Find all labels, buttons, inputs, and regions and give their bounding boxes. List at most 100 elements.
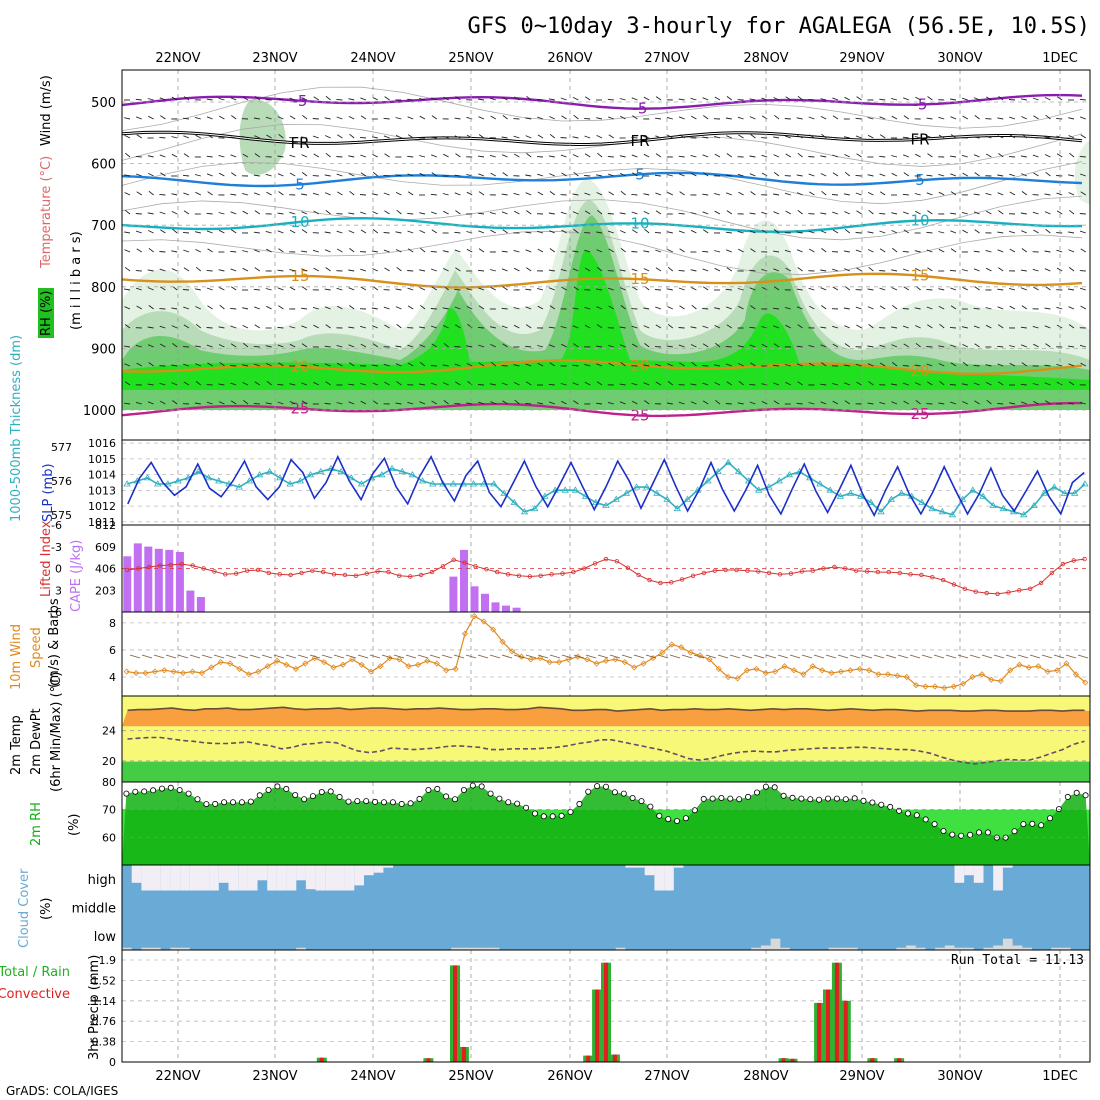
thickness-marker — [306, 471, 315, 478]
rh2m-point — [842, 796, 849, 803]
wind-speed-point — [461, 630, 469, 637]
wind-barb — [277, 287, 284, 291]
wind-barb — [324, 306, 331, 310]
rh2m-point — [860, 797, 867, 804]
wind-barb — [183, 381, 190, 386]
wind-barb — [584, 267, 591, 272]
wind-barb-10m — [585, 654, 597, 659]
pressure-tick: 500 — [91, 96, 116, 111]
thickness-marker — [632, 483, 641, 490]
wind-barb — [301, 172, 308, 177]
rh2m-point — [212, 800, 219, 807]
wind-barb — [974, 115, 980, 120]
wind-barb — [301, 343, 308, 348]
slp-tick: 1016 — [88, 437, 116, 450]
rh2m-point — [158, 785, 165, 792]
wind-barb — [915, 267, 921, 272]
wind-barb — [891, 172, 898, 177]
rh2m-point — [754, 789, 761, 796]
wind-speed-point — [593, 660, 600, 667]
wind-barb — [513, 307, 520, 310]
wind-barb — [254, 135, 260, 139]
wind-barb — [337, 191, 343, 196]
wind-barb — [738, 134, 744, 139]
wind-barb — [230, 250, 237, 253]
wind-barb — [879, 134, 886, 139]
wind-barb — [726, 192, 732, 196]
wind-barb — [607, 98, 614, 101]
rh2m-point — [221, 799, 228, 806]
wind-barb — [832, 115, 839, 120]
date-label-top: 1DEC — [1042, 51, 1078, 66]
wind-barb — [1069, 152, 1075, 158]
wind-barb — [501, 250, 508, 253]
wind-barb — [336, 116, 343, 120]
wind-barb — [242, 192, 249, 196]
wind-barb — [950, 155, 957, 158]
wind-barb — [443, 267, 449, 272]
wind-barb — [643, 96, 650, 101]
wind-barb — [159, 211, 166, 215]
lifted-index-point — [223, 572, 228, 577]
wind-barb — [195, 323, 202, 329]
panel3-ylabel-li: Lifted Index — [39, 520, 54, 597]
isotherm-label: 25 — [630, 406, 649, 424]
wind-barb — [407, 134, 414, 139]
wind-barb — [702, 97, 709, 101]
li-tick: 6 — [55, 606, 62, 619]
wind-barb-10m — [213, 654, 225, 659]
wind-barb — [549, 344, 555, 348]
wind-barb — [985, 364, 992, 367]
wind-barb — [654, 231, 662, 234]
wind-barb — [325, 210, 331, 215]
wind-barb — [230, 325, 237, 329]
wind-barb — [383, 117, 390, 120]
rh2m-point — [718, 795, 725, 802]
wind-barb — [832, 286, 839, 291]
wind-barb — [831, 194, 839, 196]
wind-barb — [655, 153, 662, 158]
wind-barb — [218, 229, 225, 234]
thickness-marker — [276, 474, 284, 481]
wind-barb — [950, 401, 957, 405]
wind-barb — [419, 383, 426, 386]
wind-barb — [407, 287, 414, 291]
wind-barb — [821, 248, 827, 253]
wind-barb — [502, 172, 508, 177]
cloud-cell-high — [189, 865, 200, 891]
wind-barb — [961, 383, 968, 386]
wind-barb — [726, 381, 733, 386]
wind-barb — [1056, 306, 1063, 310]
wind-barb — [1056, 363, 1063, 367]
wind-barb — [265, 288, 272, 291]
wind-barb — [1032, 268, 1039, 272]
wind-barb — [974, 172, 980, 177]
rh2m-point — [1011, 828, 1018, 835]
thickness-marker — [255, 471, 264, 478]
wind-barb — [206, 401, 213, 405]
wind-barb — [148, 362, 154, 367]
wind-barb — [312, 364, 319, 367]
rh2m-point — [833, 795, 840, 802]
wind-barb — [643, 210, 650, 215]
lifted-index-point — [331, 572, 337, 577]
lifted-index-point — [1049, 570, 1055, 576]
wind-barb — [1021, 305, 1028, 310]
wind-barb — [301, 307, 308, 310]
lifted-index-point — [658, 580, 663, 586]
wind-barb — [596, 381, 603, 386]
wind-barb — [572, 364, 579, 367]
wind-barb — [619, 383, 626, 386]
wind-barb — [336, 230, 343, 234]
wind-barb — [832, 172, 839, 177]
wind-barb — [796, 249, 803, 253]
wind-barb — [785, 324, 792, 329]
wind-barb — [667, 248, 673, 253]
wind-barb — [808, 248, 815, 253]
wind-barb — [407, 116, 414, 120]
wind-barb — [596, 324, 603, 329]
wind-barb — [773, 229, 780, 234]
thickness-marker — [653, 489, 661, 496]
wind-barb — [856, 210, 862, 215]
wind-barb — [253, 363, 260, 367]
